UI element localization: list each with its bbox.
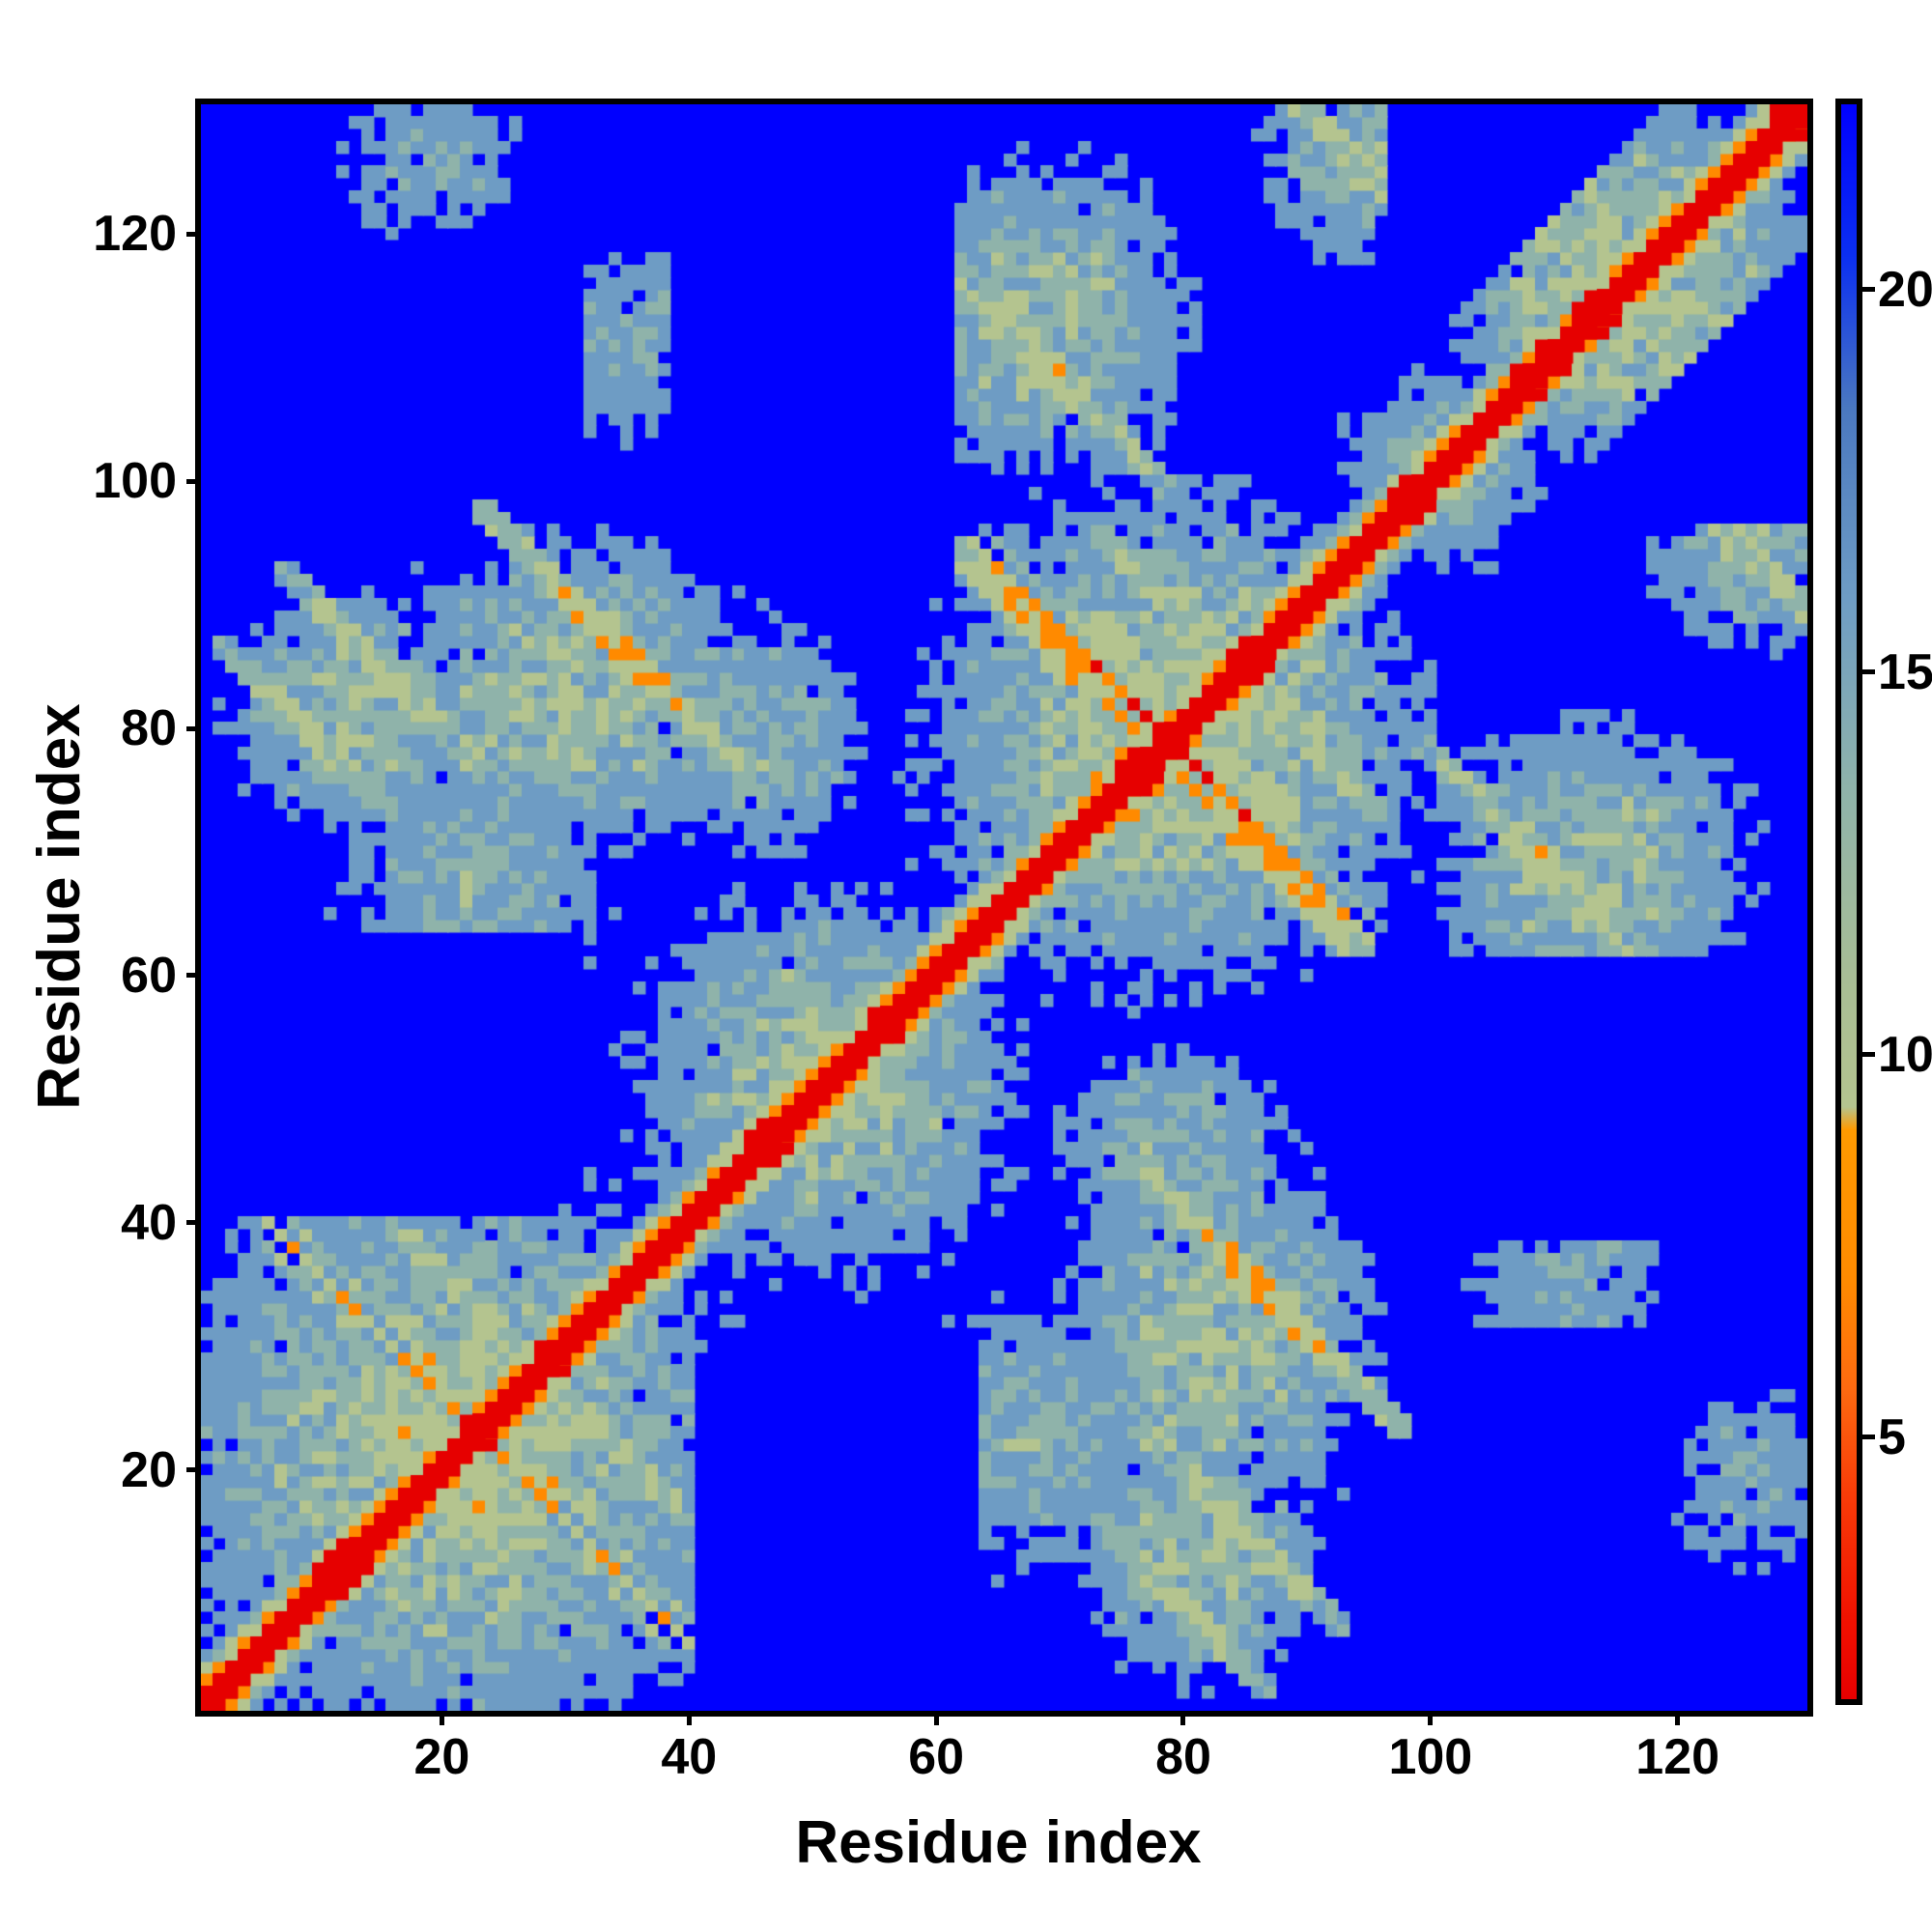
colorbar-tick-mark [1862,287,1875,293]
x-tick-mark [1428,1711,1434,1725]
y-tick-mark [186,973,201,979]
colorbar-tick-label: 15 [1878,643,1932,700]
x-tick-label: 100 [1388,1729,1473,1785]
y-tick-mark [186,478,201,484]
y-tick-label: 100 [93,453,177,510]
y-axis-title: Residue index [26,703,93,1110]
x-tick-mark [1180,1711,1186,1725]
colorbar-tick-mark [1862,1052,1875,1058]
y-tick-mark [186,725,201,731]
y-tick-label: 60 [121,947,177,1004]
x-axis-title: Residue index [795,1809,1202,1876]
colorbar[interactable] [1835,99,1862,1705]
x-tick-label: 120 [1635,1729,1720,1785]
x-tick-label: 80 [1155,1729,1211,1785]
y-tick-label: 20 [121,1441,177,1498]
colorbar-tick-mark [1862,669,1875,675]
x-tick-mark [1675,1711,1681,1725]
heatmap-plot-area[interactable]: 20 40 60 80 100 120 20 40 60 80 100 120 [93,99,1813,1782]
y-tick-mark [186,231,201,237]
colorbar-gradient [1841,104,1857,1699]
colorbar-tick-label: 5 [1878,1408,1906,1465]
y-tick-label: 120 [93,206,177,263]
x-tick-mark [686,1711,692,1725]
x-tick-mark [439,1711,444,1725]
x-tick-mark [933,1711,939,1725]
y-tick-label: 40 [121,1194,177,1251]
y-tick-label: 80 [121,700,177,756]
y-tick-mark [186,1220,201,1226]
colorbar-tick-label: 10 [1878,1026,1932,1083]
y-tick-mark [186,1467,201,1473]
x-tick-label: 60 [908,1729,965,1785]
colorbar-group: 5 10 15 20 [1835,99,1932,1705]
heatmap-canvas[interactable] [201,104,1807,1711]
x-tick-label: 20 [413,1729,470,1785]
colorbar-tick-mark [1862,1435,1875,1440]
x-tick-label: 40 [661,1729,718,1785]
colorbar-tick-label: 20 [1878,261,1932,318]
